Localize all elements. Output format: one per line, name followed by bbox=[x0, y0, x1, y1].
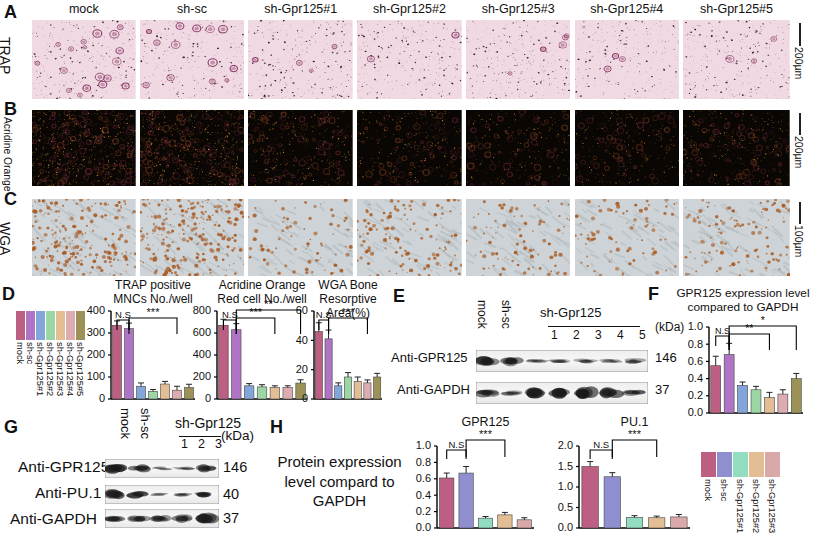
svg-text:600: 600 bbox=[193, 326, 211, 338]
svg-text:300: 300 bbox=[87, 326, 105, 338]
svg-text:0.4: 0.4 bbox=[416, 489, 431, 501]
svg-text:***: *** bbox=[628, 428, 642, 440]
svg-text:0: 0 bbox=[302, 392, 308, 404]
svg-text:40: 40 bbox=[296, 334, 308, 346]
svg-text:200: 200 bbox=[87, 348, 105, 360]
svg-text:***: *** bbox=[479, 428, 493, 440]
svg-text:0.2: 0.2 bbox=[688, 389, 703, 401]
svg-text:0.0: 0.0 bbox=[558, 521, 573, 533]
svg-text:0.4: 0.4 bbox=[688, 372, 703, 384]
svg-text:0.5: 0.5 bbox=[558, 501, 573, 513]
svg-text:0.0: 0.0 bbox=[416, 521, 431, 533]
svg-text:0.8: 0.8 bbox=[416, 456, 431, 468]
svg-text:0.6: 0.6 bbox=[416, 472, 431, 484]
svg-text:0: 0 bbox=[99, 392, 105, 404]
svg-text:400: 400 bbox=[193, 348, 211, 360]
svg-text:20: 20 bbox=[296, 363, 308, 375]
svg-text:2.0: 2.0 bbox=[558, 439, 573, 451]
svg-text:1.5: 1.5 bbox=[558, 460, 573, 472]
svg-text:1.0: 1.0 bbox=[558, 480, 573, 492]
svg-text:*: * bbox=[761, 314, 765, 326]
svg-text:1.0: 1.0 bbox=[688, 320, 703, 332]
svg-text:200: 200 bbox=[193, 370, 211, 382]
svg-text:100: 100 bbox=[87, 370, 105, 382]
svg-text:0.2: 0.2 bbox=[416, 505, 431, 517]
svg-text:1.0: 1.0 bbox=[416, 439, 431, 451]
svg-text:0.8: 0.8 bbox=[688, 338, 703, 350]
svg-text:0.6: 0.6 bbox=[688, 355, 703, 367]
svg-text:0: 0 bbox=[205, 392, 211, 404]
